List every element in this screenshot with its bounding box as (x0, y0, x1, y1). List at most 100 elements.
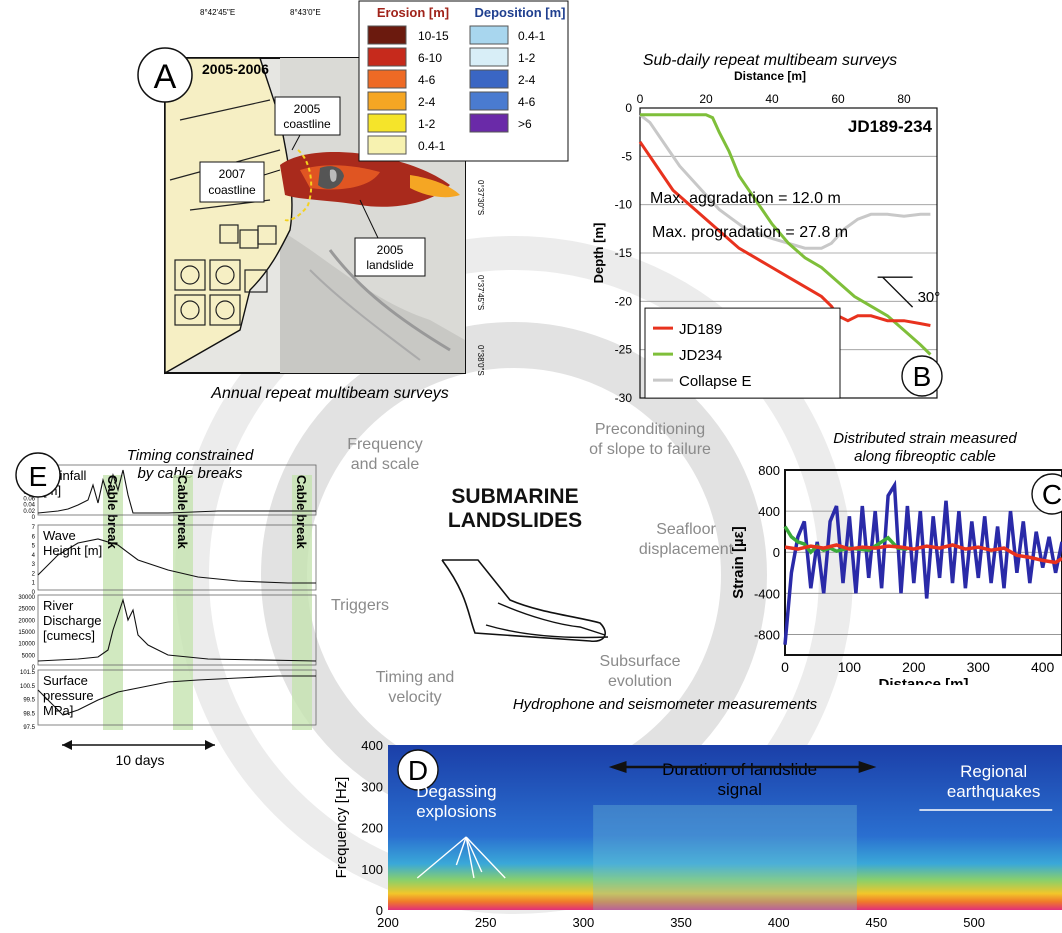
topic-triggers: Triggers (330, 597, 390, 614)
y-tick-label: 0 (625, 101, 632, 115)
panel-b-badge (901, 355, 943, 397)
lon-tick: 8°42'45"E (200, 8, 235, 17)
chart-c-xlabel: Distance [m] (878, 676, 968, 685)
degassing-arrow (465, 836, 475, 879)
series-line (783, 525, 908, 555)
y-tick-label: -25 (615, 343, 633, 357)
x-tick-label: 500 (963, 915, 985, 930)
series-line (783, 479, 1062, 645)
y-tick-label: 1 (32, 581, 36, 587)
x-tick-label: 40 (765, 92, 779, 106)
svg-text:0°37'30"S: 0°37'30"S (476, 180, 485, 215)
chart-d-ylabel: Frequency [Hz] (333, 777, 350, 879)
degassing-arrow (465, 836, 506, 879)
series-line (784, 543, 1062, 565)
y-tick-label: 200 (361, 821, 383, 836)
y-tick-label: 6 (32, 534, 36, 540)
callout-2005-landslide: 2005 landslide (354, 199, 426, 277)
x-tick-label: 450 (866, 915, 888, 930)
y-tick-label: -15 (615, 246, 633, 260)
chart-b-title: Sub-daily repeat multibeam surveys (643, 52, 897, 69)
topic-timing: Timing and velocity (375, 669, 455, 706)
landslide-schematic (441, 559, 609, 643)
degassing-arrow (416, 836, 467, 879)
svg-text:Erosion [m]: Erosion [m] (377, 5, 449, 20)
cable-break-label: Cable break (294, 475, 309, 549)
x-tick-label: 60 (831, 92, 845, 106)
svg-text:0°37'45"S: 0°37'45"S (476, 275, 485, 310)
panel-c-label: C (1042, 479, 1062, 510)
legend-label: 4-6 (418, 73, 436, 87)
chart-d-title: Hydrophone and seismometer measurements (513, 696, 818, 713)
legend-label: 6-10 (418, 51, 442, 65)
panel-b-label: B (913, 361, 932, 392)
chart-b-xlabel: Distance [m] (734, 69, 806, 83)
subplot-series (37, 469, 316, 514)
y-tick-label: -20 (615, 294, 633, 308)
svg-text:Deposition [m]: Deposition [m] (475, 5, 566, 20)
degassing-arrow (455, 836, 467, 866)
subplot-frame (37, 669, 317, 726)
y-tick-label: 0 (773, 545, 780, 560)
legend-label: 1-2 (418, 117, 436, 131)
legend-label: 4-6 (518, 95, 536, 109)
panel-a-label: A (154, 58, 177, 96)
y-tick-label: 400 (758, 504, 780, 519)
y-tick-label: 0.02 (23, 509, 35, 515)
chart-c-title: along fibreoptic cable (854, 448, 996, 465)
y-tick-label: 300 (361, 779, 383, 794)
y-tick-label: 15000 (18, 630, 35, 636)
y-tick-label: 30000 (18, 595, 35, 601)
legend-swatch (469, 91, 509, 111)
plot-frame (784, 469, 1062, 656)
x-tick-label: 250 (475, 915, 497, 930)
y-tick-label: -10 (615, 198, 633, 212)
x-tick-label: 100 (838, 659, 862, 675)
y-tick-label: 3 (32, 562, 36, 568)
y-tick-label: 100.5 (20, 684, 36, 690)
panel-d-chart: Hydrophone and seismometer measurements 4… (333, 696, 1062, 933)
topic-frequency: Frequency and scale (347, 436, 423, 473)
subplot-label: Surface (43, 673, 88, 688)
center-title: SUBMARINE LANDSLIDES (447, 485, 583, 532)
annotation-progradation: Max. progradation = 27.8 m (652, 224, 848, 241)
svg-text:coastline: coastline (208, 183, 256, 197)
y-tick-label: 20000 (18, 618, 35, 624)
y-tick-label: -30 (615, 391, 633, 405)
y-tick-label: 100 (361, 862, 383, 877)
chart-b-panel-label: JD189-234 (848, 117, 933, 136)
subplot-frame (37, 524, 317, 591)
subplot-label: [cumecs] (43, 628, 95, 643)
chart-d-xlabel: Time [seconds] (644, 931, 745, 933)
legend-label: 1-2 (518, 51, 536, 65)
erosion-scar (280, 152, 460, 207)
subplot-label: pressure (43, 688, 94, 703)
y-tick-label: 5000 (22, 653, 36, 659)
cable-break-band (103, 475, 123, 730)
y-tick-label: 0.04 (23, 503, 35, 509)
subplot-label: MPa] (43, 703, 73, 718)
subplot-frame (37, 594, 317, 666)
x-tick-label: 0 (781, 659, 789, 675)
span-label: 10 days (115, 752, 164, 768)
chart-e-title: by cable breaks (137, 465, 243, 482)
legend-label: Collapse E (679, 373, 752, 390)
svg-text:landslide: landslide (366, 258, 414, 272)
y-tick-label: 10000 (18, 642, 35, 648)
annotation-degassing: explosions (416, 802, 496, 821)
subplot-series (37, 675, 316, 716)
x-tick-label: 400 (1031, 659, 1055, 675)
subplot-series (37, 598, 317, 662)
legend-swatch (367, 69, 407, 89)
annotation-earthquakes: earthquakes (947, 782, 1041, 801)
chart-b-ylabel: Depth [m] (591, 223, 606, 284)
annotation-earthquakes: Regional (960, 762, 1027, 781)
lon-tick: 8°43'0"E (290, 8, 321, 17)
legend-label: 0.4-1 (418, 139, 446, 153)
legend-swatch (469, 25, 509, 45)
x-tick-label: 80 (897, 92, 911, 106)
y-tick-label: 0 (32, 590, 36, 596)
